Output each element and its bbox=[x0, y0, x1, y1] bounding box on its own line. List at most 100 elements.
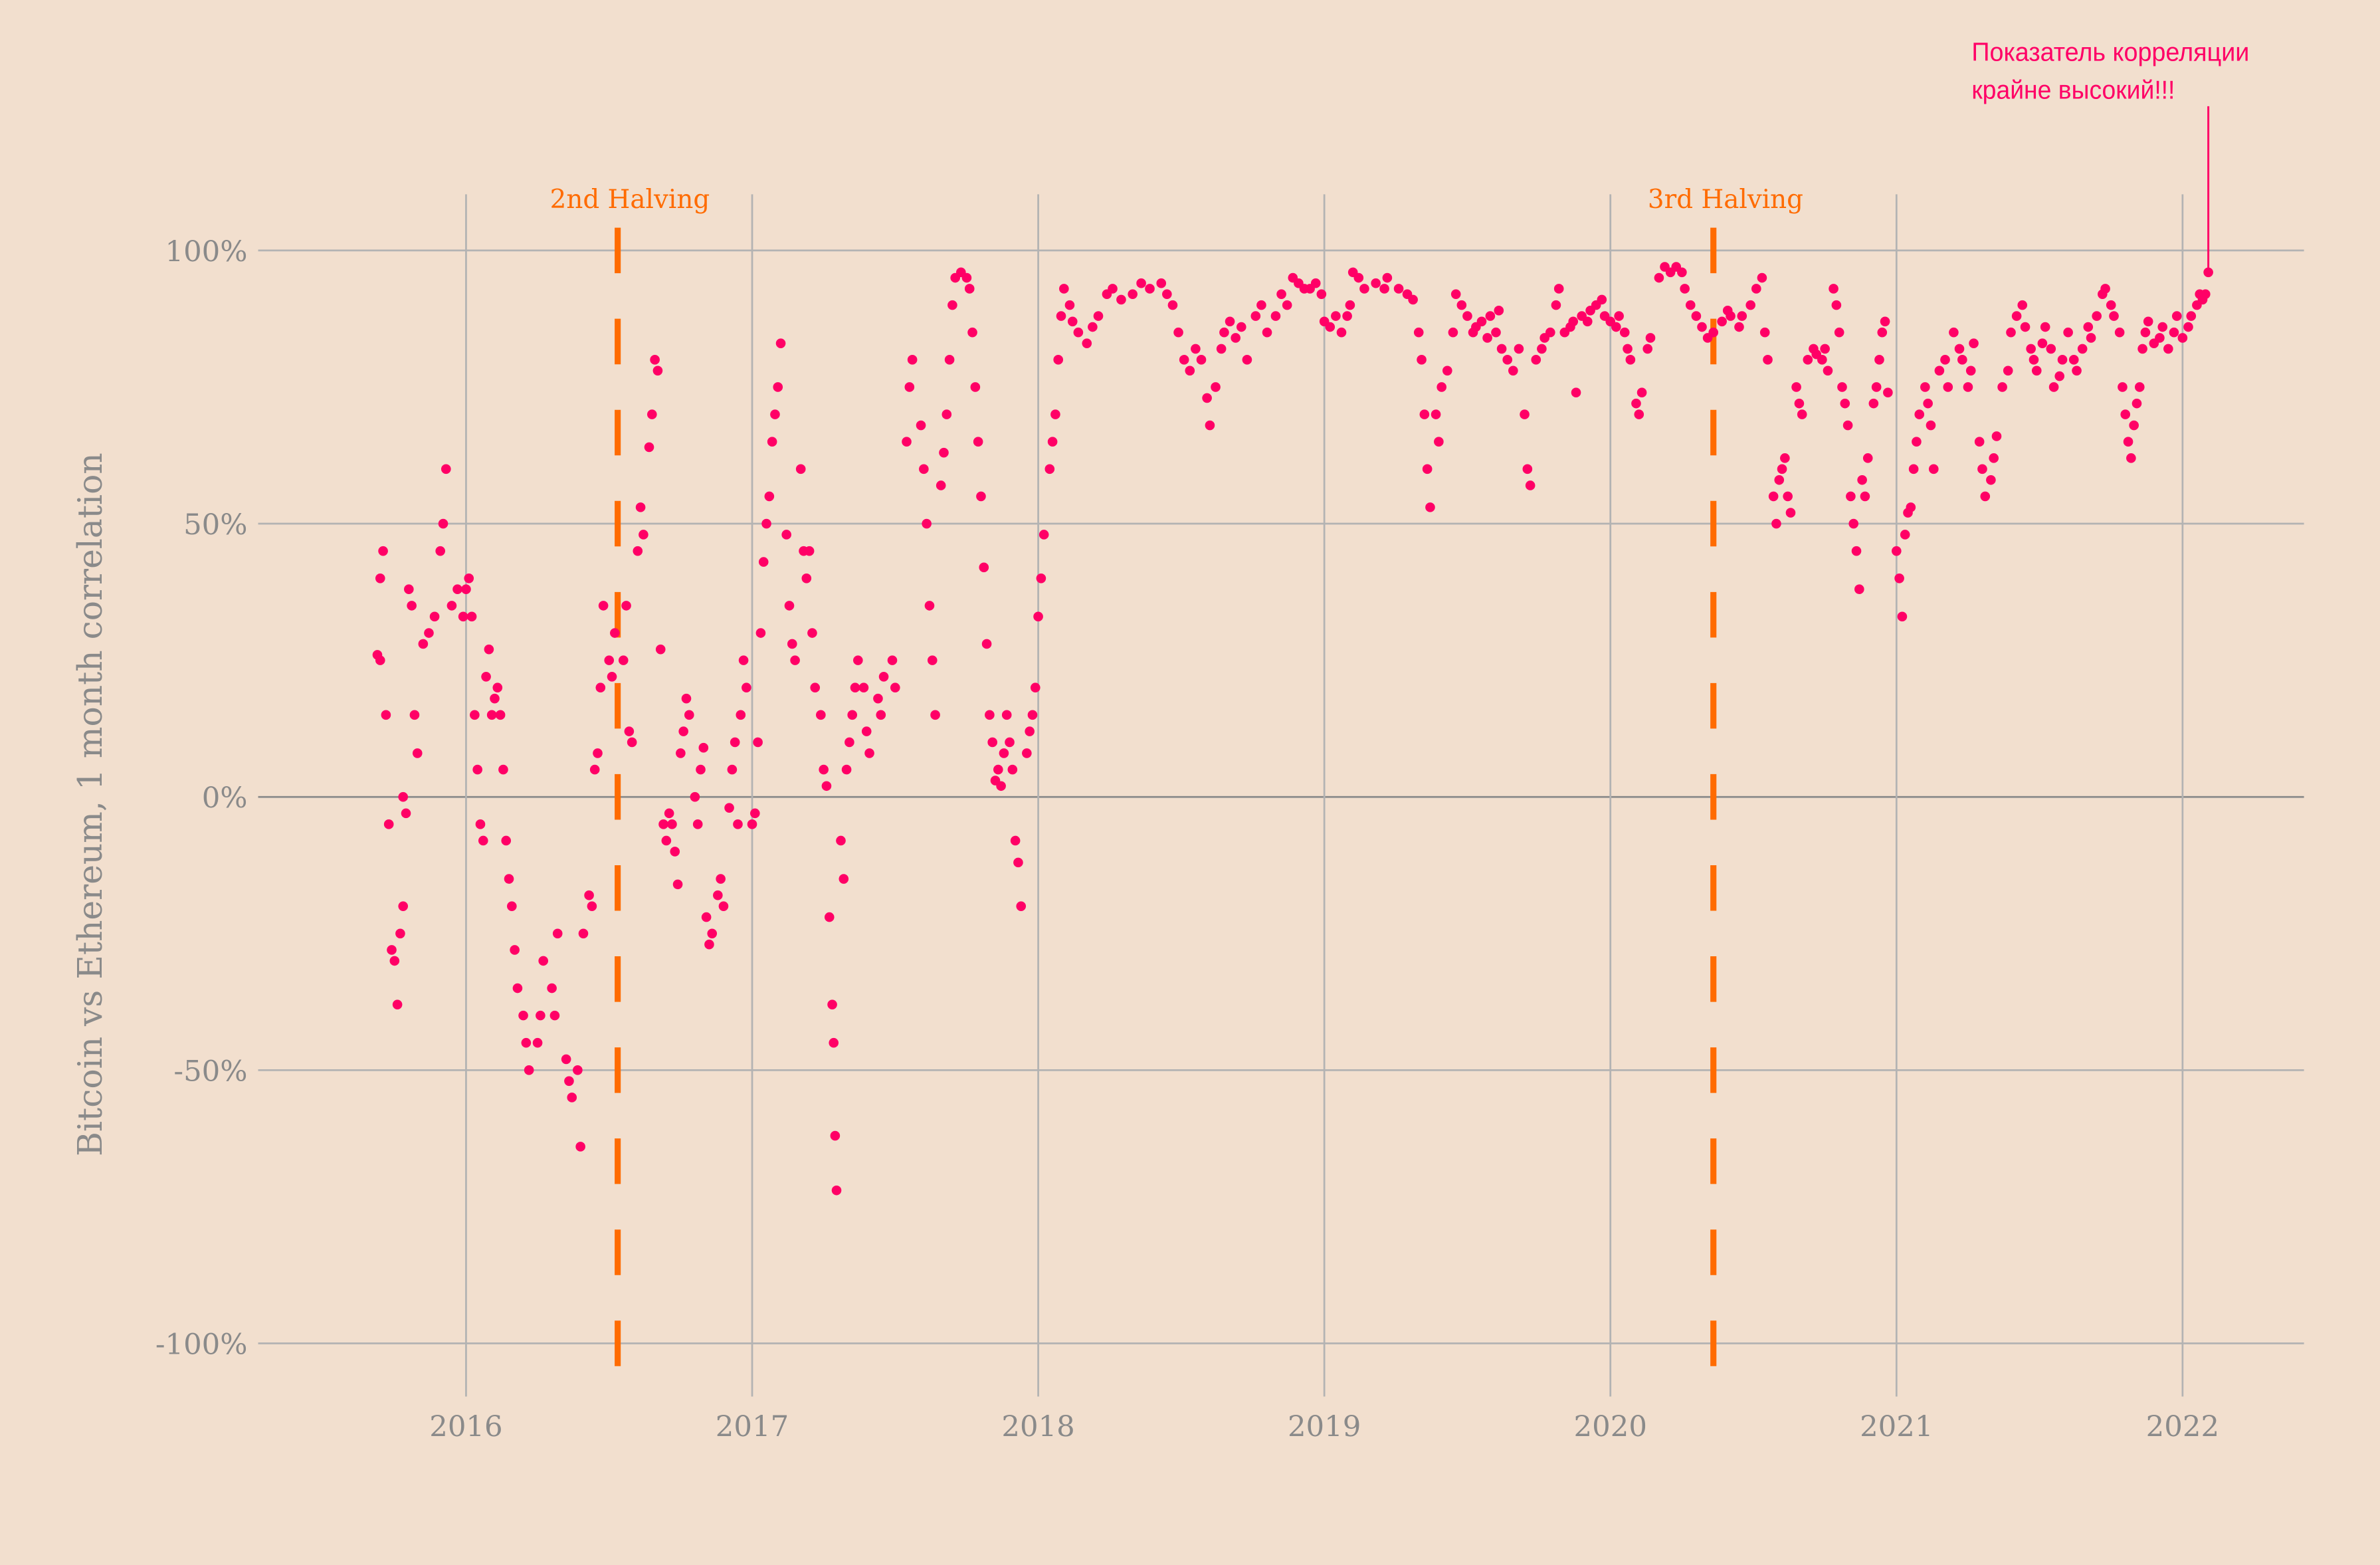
data-point bbox=[387, 945, 397, 955]
data-point bbox=[736, 710, 746, 720]
data-point bbox=[1514, 344, 1524, 354]
data-point bbox=[507, 901, 517, 911]
data-point bbox=[1654, 272, 1664, 283]
data-point bbox=[498, 764, 508, 775]
data-point bbox=[429, 611, 440, 622]
data-point bbox=[1216, 344, 1227, 354]
data-point bbox=[1082, 338, 1092, 348]
data-point bbox=[446, 601, 457, 611]
data-point bbox=[967, 327, 977, 338]
data-point bbox=[930, 710, 940, 720]
data-point bbox=[961, 272, 972, 283]
data-point bbox=[1834, 327, 1844, 338]
data-point bbox=[1128, 289, 1138, 299]
data-point bbox=[2186, 311, 2197, 321]
data-point bbox=[858, 682, 869, 693]
data-point bbox=[1880, 316, 1890, 327]
data-point bbox=[844, 737, 854, 748]
data-point bbox=[1934, 365, 1945, 376]
data-point bbox=[1623, 344, 1633, 354]
data-point bbox=[650, 355, 660, 365]
data-point bbox=[639, 530, 648, 540]
data-point bbox=[1726, 311, 1735, 321]
data-point bbox=[1862, 453, 1873, 463]
data-point bbox=[678, 726, 688, 736]
data-point bbox=[1636, 387, 1647, 398]
halving-lines: 2nd Halving 3rd Halving bbox=[550, 185, 1803, 1397]
data-point bbox=[1494, 306, 1504, 316]
data-point bbox=[947, 300, 957, 310]
data-point bbox=[589, 764, 600, 775]
data-point bbox=[395, 928, 405, 939]
data-point bbox=[389, 956, 400, 966]
data-point bbox=[452, 584, 462, 595]
data-point bbox=[564, 1076, 574, 1087]
data-point bbox=[664, 808, 674, 819]
data-point bbox=[1680, 284, 1690, 294]
data-point bbox=[2003, 365, 2013, 376]
x-tick-label: 2021 bbox=[1860, 1410, 1933, 1443]
data-point bbox=[1857, 474, 1867, 485]
data-point bbox=[1525, 480, 1536, 490]
data-point bbox=[375, 655, 385, 665]
data-point bbox=[2118, 382, 2128, 392]
data-point bbox=[1634, 409, 1644, 419]
data-point bbox=[713, 890, 723, 900]
data-point bbox=[1768, 491, 1779, 502]
data-point bbox=[1940, 355, 1950, 365]
data-point bbox=[773, 382, 783, 392]
data-point bbox=[1310, 278, 1321, 288]
data-point bbox=[1868, 398, 1879, 409]
data-point bbox=[864, 748, 874, 758]
data-point bbox=[1044, 464, 1055, 474]
data-point bbox=[807, 628, 817, 638]
data-point bbox=[1211, 382, 1221, 392]
data-point bbox=[996, 781, 1006, 791]
y-tick-label: -100% bbox=[155, 1328, 248, 1361]
data-point bbox=[461, 584, 471, 595]
data-point bbox=[764, 491, 775, 502]
data-point bbox=[970, 382, 981, 392]
data-point bbox=[1047, 437, 1058, 447]
data-point bbox=[510, 945, 520, 955]
data-point bbox=[770, 409, 780, 419]
data-point bbox=[795, 464, 806, 474]
axis-ticks: 100% 50% 0% -50% -100% 2016 2017 2018 2019 2020 20… bbox=[155, 235, 2219, 1443]
halving-label: 2nd Halving bbox=[550, 185, 710, 215]
data-point bbox=[1431, 409, 1441, 419]
data-point bbox=[1456, 300, 1467, 310]
x-tick-label: 2016 bbox=[429, 1410, 502, 1443]
data-point bbox=[655, 644, 666, 655]
data-point bbox=[1073, 327, 1084, 338]
data-point bbox=[1625, 355, 1636, 365]
data-point bbox=[1894, 573, 1904, 583]
data-point bbox=[698, 742, 709, 753]
data-point bbox=[2171, 311, 2182, 321]
data-point bbox=[1708, 327, 1719, 338]
data-point bbox=[1088, 322, 1098, 332]
halving-label: 3rd Halving bbox=[1648, 185, 1803, 215]
data-point bbox=[876, 710, 886, 720]
data-point bbox=[944, 355, 955, 365]
data-point bbox=[1568, 316, 1579, 327]
data-point bbox=[1717, 316, 1727, 327]
data-point bbox=[1064, 300, 1075, 310]
data-point bbox=[524, 1065, 534, 1075]
x-tick-label: 2019 bbox=[1288, 1410, 1361, 1443]
data-point bbox=[887, 655, 898, 665]
data-point bbox=[1485, 311, 1496, 321]
data-point bbox=[750, 808, 760, 819]
data-point bbox=[407, 601, 417, 611]
data-point bbox=[438, 518, 448, 529]
data-point bbox=[2077, 344, 2088, 354]
data-point bbox=[1013, 857, 1023, 868]
data-point bbox=[1677, 267, 1687, 278]
data-point bbox=[1685, 300, 1696, 310]
data-point bbox=[2155, 333, 2165, 343]
data-point bbox=[1342, 311, 1352, 321]
data-point bbox=[819, 764, 829, 775]
data-point bbox=[458, 611, 468, 622]
data-point bbox=[939, 447, 949, 458]
data-point bbox=[633, 546, 643, 556]
data-point bbox=[1353, 272, 1364, 283]
